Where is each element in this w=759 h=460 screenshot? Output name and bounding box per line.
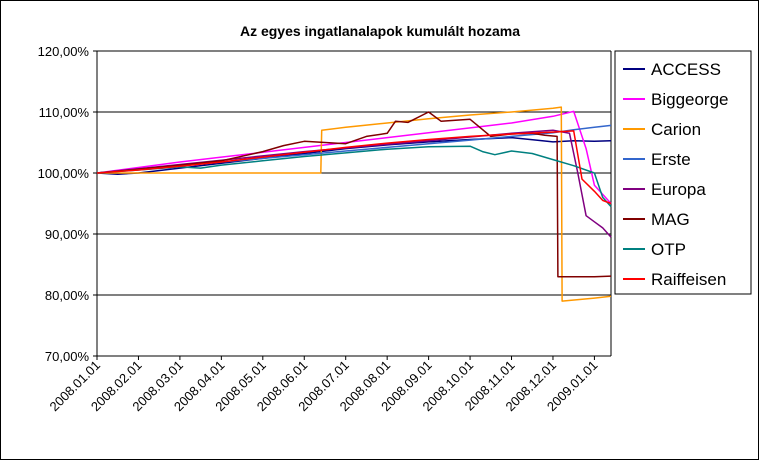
legend: ACCESS Biggeorge Carion Erste Europa MAG OTP Ra… (614, 50, 752, 295)
series-line-otp (96, 145, 612, 208)
chart-title: Az egyes ingatlanalapok kumulált hozama (240, 23, 520, 39)
series-line-carion (97, 106, 612, 302)
series-line-mag (96, 111, 612, 278)
legend-box (614, 50, 752, 295)
legend-label-mag: MAG (651, 210, 690, 229)
legend-label-access: ACCESS (651, 60, 721, 79)
legend-label-europa: Europa (651, 180, 706, 199)
y-tick-label-2: 90,00% (45, 227, 90, 242)
series-line-biggeorge (96, 110, 612, 205)
y-tick-label-3: 100,00% (38, 166, 90, 181)
y-tick-label-0: 70,00% (45, 349, 90, 364)
legend-label-erste: Erste (651, 150, 691, 169)
series-lines (96, 106, 612, 302)
y-tick-label-4: 110,00% (39, 105, 90, 120)
y-tick-label-5: 120,00% (38, 44, 90, 59)
legend-label-raiffeisen: Raiffeisen (651, 270, 726, 289)
series-line-access (96, 136, 612, 175)
y-axis-ticks: 70,00% 80,00% 90,00% 100,00% 110,00% 120,00% (38, 44, 97, 364)
x-axis-ticks: 2008.01.012008.02.012008.03.012008.04.01… (46, 356, 601, 414)
legend-label-otp: OTP (651, 240, 686, 259)
series-line-raiffeisen (96, 130, 612, 205)
axes (96, 51, 612, 357)
legend-label-carion: Carion (651, 120, 701, 139)
legend-label-biggeorge: Biggeorge (651, 90, 729, 109)
y-tick-label-1: 80,00% (45, 288, 90, 303)
